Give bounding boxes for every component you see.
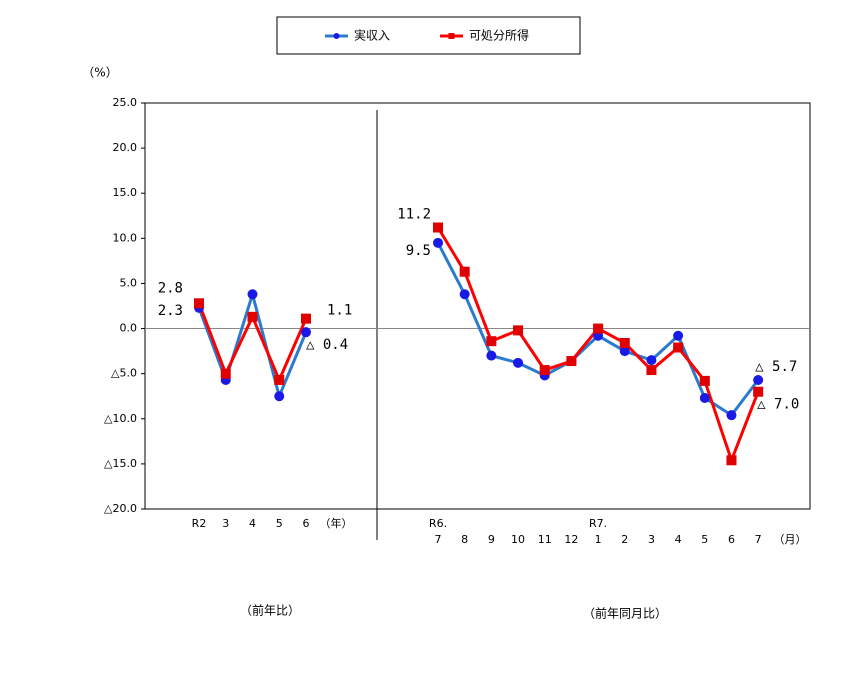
x-tick-label: 8: [461, 533, 468, 546]
point: [274, 374, 285, 385]
x-tick-label: 12: [564, 533, 578, 546]
value-label: 11.2: [397, 207, 431, 223]
y-tick-label: 25.0: [113, 96, 138, 109]
value-label: △ 7.0: [757, 397, 799, 413]
point: [699, 393, 710, 404]
x-tick-label: 7: [755, 533, 762, 546]
x-tick-label: R2: [192, 517, 207, 530]
y-tick-label: △5.0: [111, 367, 137, 380]
y-tick-label: △20.0: [104, 502, 137, 515]
point: [459, 266, 470, 277]
point: [433, 237, 443, 248]
point: [194, 298, 204, 309]
point: [673, 330, 684, 341]
y-tick-label: △10.0: [104, 412, 137, 425]
value-label: △ 5.7: [755, 359, 797, 375]
point: [646, 355, 657, 366]
point: [513, 357, 524, 368]
x-tick-label: 2: [621, 533, 628, 546]
x-unit: （年）: [320, 516, 353, 530]
x-tick-label: 3: [222, 517, 229, 530]
value-label: 1.1: [327, 303, 352, 319]
value-label: △ 0.4: [306, 337, 348, 353]
point: [486, 350, 497, 361]
point: [593, 323, 604, 334]
point: [726, 455, 737, 466]
y-axis-label: （%）: [82, 66, 117, 80]
x-tick-label: 4: [249, 517, 256, 530]
x-axis-label: （前年同月比）: [583, 606, 667, 621]
x-period-label: R7.: [589, 517, 607, 530]
point: [726, 410, 737, 421]
point: [619, 337, 630, 348]
y-tick-label: △15.0: [104, 457, 137, 470]
point: [301, 327, 311, 338]
y-tick-label: 15.0: [113, 186, 138, 199]
point: [220, 368, 231, 379]
legend-label: 可処分所得: [469, 28, 529, 43]
x-tick-label: 6: [303, 517, 310, 530]
x-tick-label: 11: [538, 533, 552, 546]
x-tick-label: 5: [276, 517, 283, 530]
point: [699, 375, 710, 386]
value-label: 2.8: [158, 280, 183, 296]
point: [433, 222, 443, 233]
point: [539, 365, 550, 376]
legend-label: 実収入: [354, 28, 390, 43]
y-tick-label: 5.0: [120, 276, 138, 289]
point: [247, 289, 258, 300]
x-tick-label: 6: [728, 533, 735, 546]
y-tick-label: 10.0: [113, 231, 138, 244]
x-tick-label: 5: [701, 533, 708, 546]
x-axis-label: （前年比）: [240, 603, 300, 618]
point: [673, 342, 684, 353]
point: [486, 336, 497, 347]
point: [274, 391, 285, 402]
point: [459, 289, 470, 300]
value-label: 9.5: [406, 243, 431, 259]
x-tick-label: 10: [511, 533, 525, 546]
x-tick-label: 1: [595, 533, 602, 546]
y-tick-label: 20.0: [113, 141, 138, 154]
x-unit: （月）: [774, 533, 807, 546]
x-tick-label: 9: [488, 533, 495, 546]
y-tick-label: 0.0: [120, 322, 138, 335]
point: [301, 313, 311, 324]
x-tick-label: 7: [435, 533, 442, 546]
point: [247, 311, 258, 322]
point: [619, 346, 630, 357]
legend-marker: [333, 33, 340, 39]
point: [513, 325, 524, 336]
x-tick-label: 4: [675, 533, 682, 546]
value-label: 2.3: [158, 303, 183, 319]
legend-box: [276, 16, 581, 55]
point: [566, 356, 577, 367]
x-tick-label: 3: [648, 533, 655, 546]
legend-marker: [448, 33, 455, 39]
point: [753, 374, 764, 385]
point: [753, 386, 764, 397]
plot-frame: [144, 102, 811, 510]
x-period-label: R6.: [429, 517, 447, 530]
point: [646, 365, 657, 376]
